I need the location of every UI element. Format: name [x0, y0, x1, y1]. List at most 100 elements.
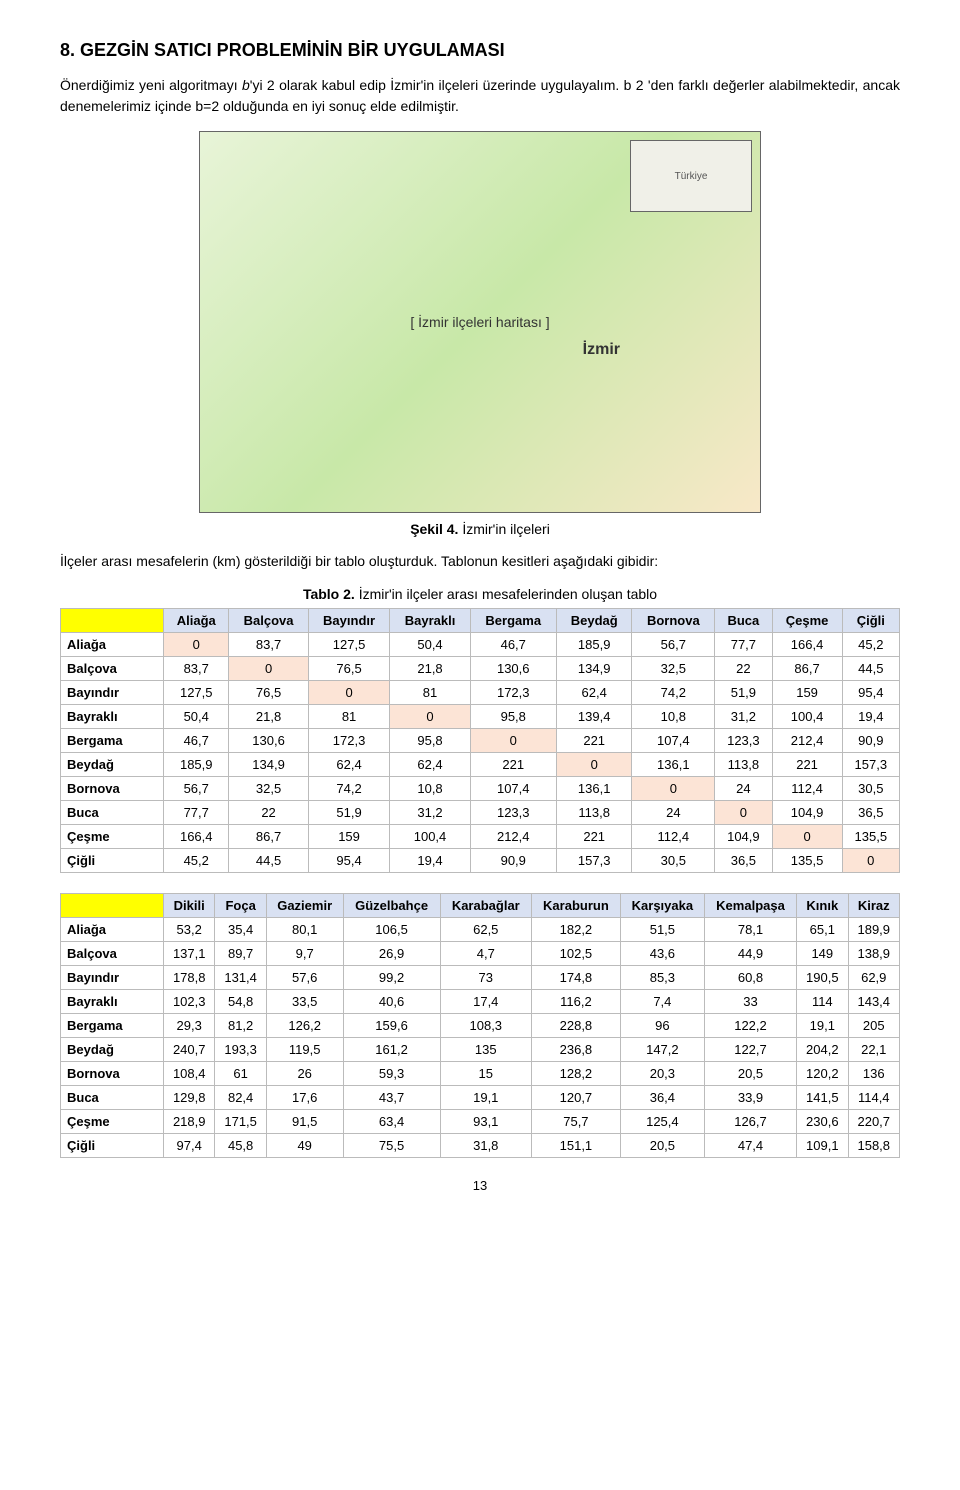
- table-cell: 86,7: [772, 657, 842, 681]
- table-corner-cell: [61, 894, 164, 918]
- table-cell: 73: [440, 966, 531, 990]
- table-cell: 32,5: [229, 777, 308, 801]
- row-header: Bergama: [61, 729, 164, 753]
- table-cell: 33,9: [704, 1086, 796, 1110]
- tab2-prefix: Tablo 2.: [303, 586, 359, 602]
- table-cell: 33: [704, 990, 796, 1014]
- table-cell: 0: [164, 633, 229, 657]
- table-cell: 159: [772, 681, 842, 705]
- table-cell: 0: [842, 849, 899, 873]
- table-cell: 33,5: [266, 990, 343, 1014]
- table-cell: 26: [266, 1062, 343, 1086]
- table-cell: 19,1: [797, 1014, 848, 1038]
- table-cell: 102,5: [531, 942, 620, 966]
- table-cell: 135: [440, 1038, 531, 1062]
- column-header: Bornova: [632, 609, 715, 633]
- table-cell: 119,5: [266, 1038, 343, 1062]
- table-cell: 46,7: [470, 633, 556, 657]
- figure-4-caption: Şekil 4. İzmir'in ilçeleri: [60, 521, 900, 537]
- table-cell: 44,5: [842, 657, 899, 681]
- column-header: Bayındır: [308, 609, 390, 633]
- table-cell: 220,7: [848, 1110, 899, 1134]
- table-cell: 136,1: [556, 777, 632, 801]
- column-header: Bayraklı: [390, 609, 470, 633]
- table-cell: 97,4: [164, 1134, 215, 1158]
- table-cell: 43,7: [343, 1086, 440, 1110]
- column-header: Güzelbahçe: [343, 894, 440, 918]
- table-cell: 108,3: [440, 1014, 531, 1038]
- row-header: Bayraklı: [61, 705, 164, 729]
- page-number: 13: [60, 1178, 900, 1193]
- table-cell: 141,5: [797, 1086, 848, 1110]
- table-cell: 44,9: [704, 942, 796, 966]
- table-cell: 126,7: [704, 1110, 796, 1134]
- table-cell: 22,1: [848, 1038, 899, 1062]
- table-cell: 77,7: [164, 801, 229, 825]
- table-cell: 102,3: [164, 990, 215, 1014]
- para1-text-a: Önerdiğimiz yeni algoritmayı: [60, 77, 242, 93]
- table-cell: 189,9: [848, 918, 899, 942]
- table-cell: 157,3: [556, 849, 632, 873]
- table-cell: 104,9: [715, 825, 772, 849]
- table-cell: 82,4: [215, 1086, 266, 1110]
- table-cell: 100,4: [772, 705, 842, 729]
- table-cell: 159: [308, 825, 390, 849]
- table-cell: 127,5: [308, 633, 390, 657]
- table-cell: 123,3: [470, 801, 556, 825]
- table-cell: 0: [470, 729, 556, 753]
- section-title: 8. GEZGİN SATICI PROBLEMİNİN BİR UYGULAM…: [60, 40, 900, 61]
- table-cell: 136: [848, 1062, 899, 1086]
- table-cell: 22: [229, 801, 308, 825]
- table-cell: 31,2: [715, 705, 772, 729]
- table-cell: 212,4: [772, 729, 842, 753]
- table-cell: 62,4: [308, 753, 390, 777]
- table-cell: 218,9: [164, 1110, 215, 1134]
- table-cell: 61: [215, 1062, 266, 1086]
- table-cell: 50,4: [164, 705, 229, 729]
- table-cell: 45,8: [215, 1134, 266, 1158]
- table-cell: 95,4: [842, 681, 899, 705]
- table-cell: 57,6: [266, 966, 343, 990]
- table-cell: 59,3: [343, 1062, 440, 1086]
- table-cell: 76,5: [229, 681, 308, 705]
- column-header: Çeşme: [772, 609, 842, 633]
- table-cell: 30,5: [842, 777, 899, 801]
- table-cell: 15: [440, 1062, 531, 1086]
- table-cell: 135,5: [772, 849, 842, 873]
- table-cell: 32,5: [632, 657, 715, 681]
- map-placeholder-text: [ İzmir ilçeleri haritası ]: [410, 314, 549, 330]
- intro-paragraph: Önerdiğimiz yeni algoritmayı b'yi 2 olar…: [60, 75, 900, 117]
- table-cell: 19,1: [440, 1086, 531, 1110]
- table-cell: 212,4: [470, 825, 556, 849]
- table-cell: 236,8: [531, 1038, 620, 1062]
- table-cell: 46,7: [164, 729, 229, 753]
- para1-italic-b: b: [242, 77, 250, 93]
- table-cell: 9,7: [266, 942, 343, 966]
- column-header: Karaburun: [531, 894, 620, 918]
- column-header: Kemalpaşa: [704, 894, 796, 918]
- table-cell: 17,6: [266, 1086, 343, 1110]
- table-cell: 157,3: [842, 753, 899, 777]
- fig4-text: İzmir'in ilçeleri: [462, 521, 549, 537]
- column-header: Balçova: [229, 609, 308, 633]
- table-cell: 138,9: [848, 942, 899, 966]
- table-cell: 120,7: [531, 1086, 620, 1110]
- table-cell: 129,8: [164, 1086, 215, 1110]
- table-cell: 123,3: [715, 729, 772, 753]
- table-cell: 205: [848, 1014, 899, 1038]
- table-cell: 31,2: [390, 801, 470, 825]
- table-cell: 114: [797, 990, 848, 1014]
- table-cell: 83,7: [164, 657, 229, 681]
- table-cell: 81,2: [215, 1014, 266, 1038]
- table-cell: 19,4: [390, 849, 470, 873]
- column-header: Kınık: [797, 894, 848, 918]
- table-cell: 93,1: [440, 1110, 531, 1134]
- row-header: Beydağ: [61, 753, 164, 777]
- table-cell: 0: [390, 705, 470, 729]
- table-cell: 91,5: [266, 1110, 343, 1134]
- table-cell: 130,6: [229, 729, 308, 753]
- table-cell: 114,4: [848, 1086, 899, 1110]
- table-cell: 113,8: [556, 801, 632, 825]
- table-cell: 51,9: [308, 801, 390, 825]
- table-cell: 90,9: [842, 729, 899, 753]
